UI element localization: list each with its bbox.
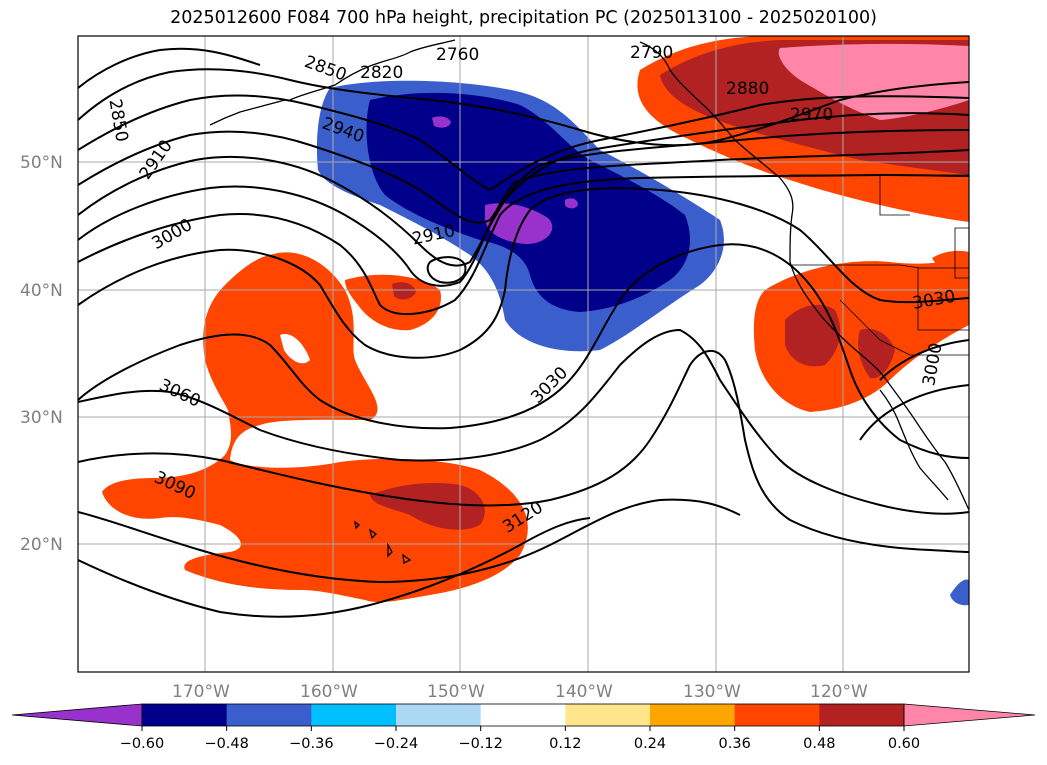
borders (790, 174, 969, 356)
lon-label: 150°W (427, 682, 485, 702)
colorbar-segment (311, 704, 397, 726)
colorbar-extend-high (903, 703, 1036, 727)
colorbar-segment (650, 704, 736, 726)
lat-label: 30°N (20, 408, 63, 428)
colorbar: −0.60 −0.48 −0.36 −0.24 −0.12 0.12 0.24 0.36 0.4… (11, 703, 1036, 752)
colorbar-tick-label: −0.24 (374, 736, 418, 752)
lat-label: 50°N (20, 153, 63, 173)
colorbar-tick-label: −0.60 (120, 736, 164, 752)
contour-label: 2760 (436, 45, 479, 65)
colorbar-segment (819, 704, 905, 726)
lat-label: 20°N (20, 535, 63, 555)
lon-label: 120°W (810, 682, 868, 702)
lon-label: 130°W (683, 682, 741, 702)
contour-label: 2880 (726, 79, 769, 99)
colorbar-segment (734, 704, 820, 726)
lat-label: 40°N (20, 281, 63, 301)
longitude-labels: 170°W 160°W 150°W 140°W 130°W 120°W (172, 682, 868, 702)
contour-label: 2790 (630, 43, 673, 63)
colorbar-segment (480, 704, 566, 726)
colorbar-tick-label: 0.36 (719, 736, 751, 752)
colorbar-segment (565, 704, 651, 726)
latitude-labels: 50°N 40°N 30°N 20°N (20, 153, 63, 555)
colorbar-tick-label: −0.12 (458, 736, 502, 752)
colorbar-tick-label: 0.12 (549, 736, 581, 752)
lon-label: 160°W (300, 682, 358, 702)
colorbar-segment (226, 704, 312, 726)
colorbar-tick-label: 0.60 (888, 736, 920, 752)
height-contours (78, 47, 969, 618)
lon-label: 140°W (555, 682, 613, 702)
colorbar-segment (396, 704, 482, 726)
contour-label: 2970 (790, 105, 833, 125)
colorbar-segment (142, 704, 228, 726)
map-frame (77, 35, 970, 673)
colorbar-tick-label: 0.48 (803, 736, 835, 752)
coastlines (209, 39, 969, 564)
colorbar-extend-low (11, 703, 143, 727)
colorbar-tick-label: −0.48 (204, 736, 248, 752)
map-title: 2025012600 F084 700 hPa height, precipit… (170, 8, 877, 28)
colorbar-tick-label: 0.24 (634, 736, 666, 752)
lon-label: 170°W (172, 682, 230, 702)
negative-anomaly-region (316, 80, 969, 606)
positive-anomaly-california (753, 250, 969, 412)
map-area (78, 36, 969, 672)
contour-label: 2820 (360, 63, 403, 83)
colorbar-tick-label: −0.36 (289, 736, 333, 752)
colorbar-frame (141, 703, 905, 727)
